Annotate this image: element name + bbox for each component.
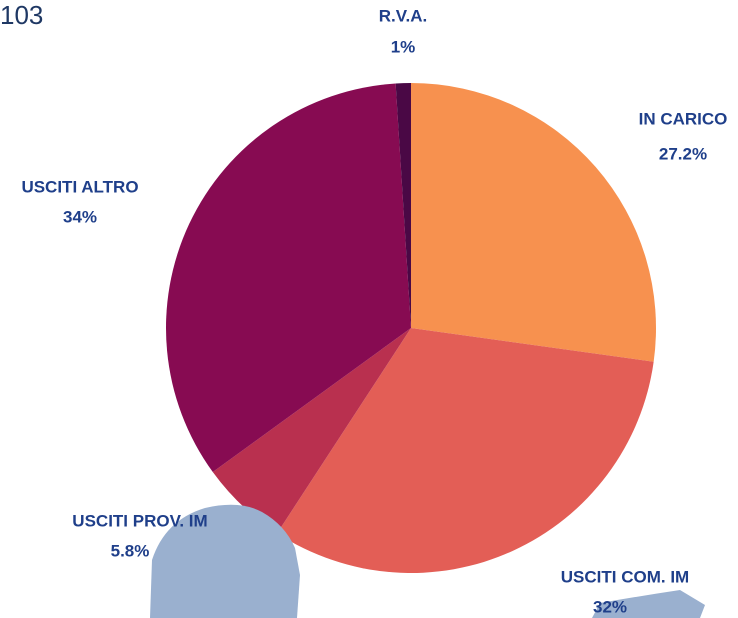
- pie-slice: [277, 328, 654, 573]
- pie-slice: [411, 83, 656, 362]
- value-label: 1%: [391, 37, 416, 56]
- value-label: 34%: [63, 207, 97, 226]
- slice-label: IN CARICO: [639, 109, 728, 128]
- pie: [165, 83, 656, 573]
- pie-slice: [395, 83, 411, 328]
- slice-label: USCITI COM. IM: [561, 567, 689, 586]
- page-number: 103: [0, 0, 43, 30]
- pie-slice: [212, 328, 411, 534]
- slice-label: USCITI PROV. IM: [72, 511, 207, 530]
- slice-label: USCITI ALTRO: [21, 177, 138, 196]
- value-label: 5.8%: [111, 541, 150, 560]
- value-label: 32%: [593, 597, 627, 616]
- decoration: [150, 504, 705, 618]
- map-shape: [150, 504, 300, 618]
- value-label: 27.2%: [659, 144, 707, 163]
- slice-label: R.V.A.: [379, 6, 428, 25]
- map-shape: [592, 590, 705, 618]
- pie-slice: [165, 83, 411, 473]
